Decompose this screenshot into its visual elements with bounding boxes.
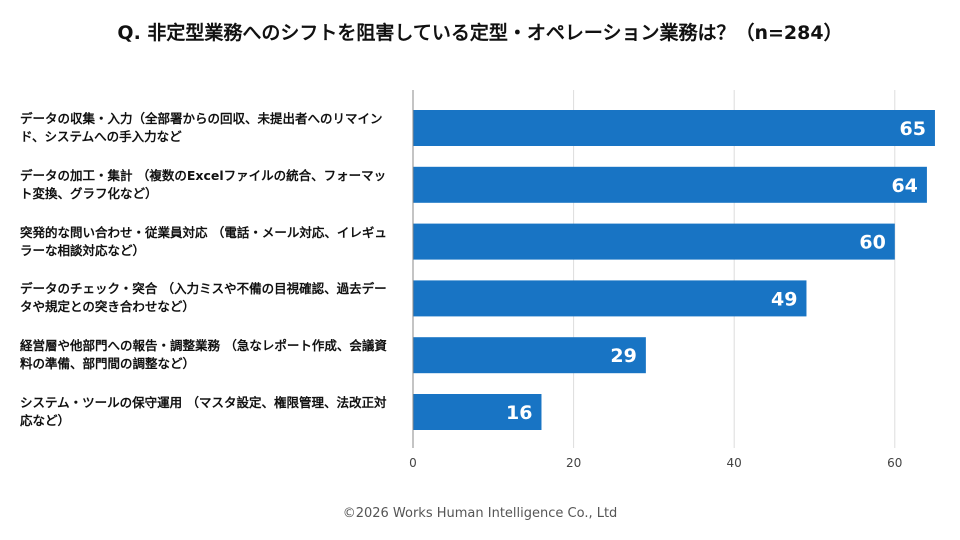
bar bbox=[413, 337, 646, 374]
category-labels: データの収集・入力（全部署からの回収、未提出者へのリマインド、システムへの手入力… bbox=[0, 0, 400, 540]
x-tick-label: 40 bbox=[727, 456, 742, 470]
bar bbox=[413, 110, 935, 146]
copyright-footer: ©2026 Works Human Intelligence Co., Ltd bbox=[342, 506, 618, 521]
category-label: データの収集・入力（全部署からの回収、未提出者へのリマインド、システムへの手入力… bbox=[20, 111, 383, 144]
bar-value-label: 29 bbox=[610, 345, 636, 367]
bar bbox=[413, 394, 542, 430]
bar bbox=[413, 223, 895, 260]
category-label: システム・ツールの保守運用 （マスタ設定、権限管理、法改正対応など） bbox=[20, 395, 387, 428]
category-label: データのチェック・突合 （入力ミスや不備の目視確認、過去データや規定との突き合わ… bbox=[20, 281, 387, 315]
bar-value-label: 49 bbox=[771, 288, 797, 310]
bar-value-label: 16 bbox=[506, 402, 532, 424]
category-label: データの加工・集計 （複数のExcelファイルの統合、フォーマット変換、グラフ化… bbox=[20, 167, 387, 201]
category-label: 突発的な問い合わせ・従業員対応 （電話・メール対応、イレギュラーな相談対応など） bbox=[20, 224, 387, 258]
bar-value-label: 60 bbox=[859, 232, 885, 254]
x-tick-label: 60 bbox=[887, 456, 902, 470]
x-tick-label: 0 bbox=[409, 456, 417, 470]
x-tick-label: 20 bbox=[566, 456, 581, 470]
bar bbox=[413, 280, 807, 317]
category-label: 経営層や他部門への報告・調整業務 （急なレポート作成、会議資料の準備、部門間の調… bbox=[20, 338, 387, 372]
bar-value-label: 65 bbox=[899, 118, 925, 140]
chart-title: Q. 非定型業務へのシフトを阻害している定型・オペレーション業務は？（n=284… bbox=[117, 22, 843, 44]
bar bbox=[413, 166, 927, 203]
bar-value-label: 64 bbox=[891, 175, 917, 197]
